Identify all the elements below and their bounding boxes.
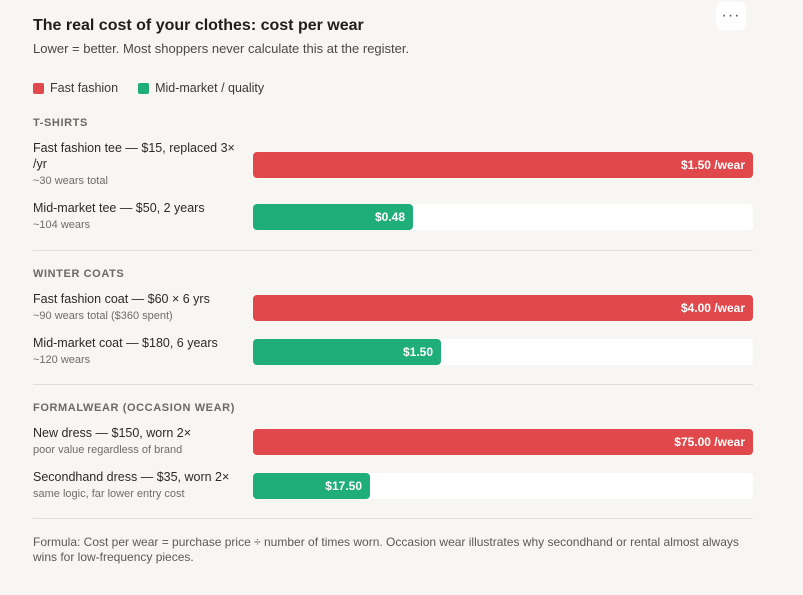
- bar-track: $1.50 /wear: [253, 152, 753, 178]
- section-heading-t-shirts: T-SHIRTS: [33, 117, 88, 129]
- legend: Fast fashion Mid-market / quality: [33, 81, 264, 95]
- bar-value-label: $1.50: [402, 345, 433, 359]
- section-heading-formalwear: FORMALWEAR (OCCASION WEAR): [33, 402, 235, 414]
- legend-swatch-mid-market: [138, 82, 150, 94]
- legend-label-fast-fashion: Fast fashion: [50, 81, 119, 95]
- bar-fast-fashion-tee: $1.50 /wear: [253, 152, 753, 178]
- row-title: New dress — $150, worn 2×: [33, 426, 192, 440]
- row-label-fast-fashion-coat: Fast fashion coat — $60 × 6 yrs ~90 wear…: [33, 291, 243, 323]
- row-subtitle: ~120 wears: [33, 354, 91, 366]
- row-subtitle: poor value regardless of brand: [33, 444, 183, 456]
- row-title: Secondhand dress — $35, worn 2×: [33, 470, 230, 484]
- section-divider: [33, 250, 753, 251]
- row-label-mid-market-coat: Mid-market coat — $180, 6 years ~120 wea…: [33, 335, 243, 367]
- row-label-mid-market-tee: Mid-market tee — $50, 2 years ~104 wears: [33, 200, 243, 232]
- legend-item-mid-market: Mid-market / quality: [138, 81, 264, 95]
- section-heading-winter-coats: WINTER COATS: [33, 268, 125, 280]
- row-title: Mid-market tee — $50, 2 years: [33, 201, 205, 215]
- bar-track: $75.00 /wear: [253, 429, 753, 455]
- bar-value-label: $0.48: [374, 210, 405, 224]
- legend-item-fast-fashion: Fast fashion: [33, 81, 118, 95]
- chart-title: The real cost of your clothes: cost per …: [33, 17, 364, 34]
- section-divider: [33, 518, 753, 519]
- bar-value-label: $1.50 /wear: [680, 158, 745, 172]
- bar-track: $4.00 /wear: [253, 295, 753, 321]
- legend-swatch-fast-fashion: [33, 82, 44, 94]
- bar-fast-fashion-coat: $4.00 /wear: [253, 295, 753, 321]
- bar-mid-market-coat: $1.50: [253, 339, 441, 365]
- bar-value-label: $75.00 /wear: [674, 435, 745, 449]
- bar-track: $17.50: [253, 473, 753, 499]
- row-subtitle: ~30 wears total: [33, 175, 108, 187]
- row-subtitle: same logic, far lower entry cost: [33, 488, 185, 500]
- row-label-secondhand-dress: Secondhand dress — $35, worn 2× same log…: [33, 469, 243, 501]
- row-title: Fast fashion coat — $60 × 6 yrs: [33, 292, 210, 306]
- more-options-icon[interactable]: ···: [716, 2, 746, 30]
- section-divider: [33, 384, 753, 385]
- bar-mid-market-tee: $0.48: [253, 204, 413, 230]
- row-subtitle: ~104 wears: [33, 219, 91, 231]
- bar-track: $1.50: [253, 339, 753, 365]
- bar-new-dress: $75.00 /wear: [253, 429, 753, 455]
- row-title: Mid-market coat — $180, 6 years: [33, 336, 218, 350]
- legend-label-mid-market: Mid-market / quality: [155, 81, 265, 95]
- chart-subtitle: Lower = better. Most shoppers never calc…: [33, 41, 410, 56]
- row-subtitle: ~90 wears total ($360 spent): [33, 310, 173, 322]
- bar-secondhand-dress: $17.50: [253, 473, 370, 499]
- row-label-fast-fashion-tee: Fast fashion tee — $15, replaced 3× /yr …: [33, 140, 243, 188]
- bar-value-label: $4.00 /wear: [680, 301, 745, 315]
- row-title: Fast fashion tee — $15, replaced 3× /yr: [33, 141, 235, 171]
- row-label-new-dress: New dress — $150, worn 2× poor value reg…: [33, 425, 243, 457]
- bar-track: $0.48: [253, 204, 753, 230]
- bar-value-label: $17.50: [325, 479, 362, 493]
- formula-note: Formula: Cost per wear = purchase price …: [33, 535, 739, 564]
